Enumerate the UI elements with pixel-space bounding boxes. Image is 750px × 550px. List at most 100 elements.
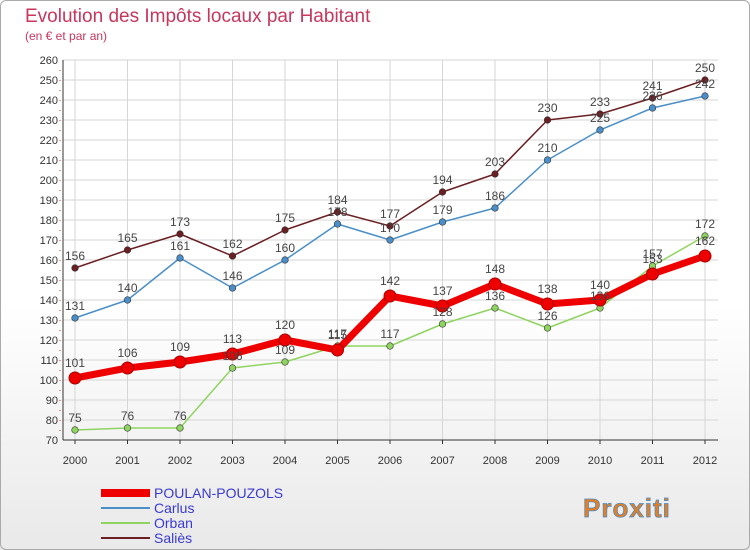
data-point [541, 297, 554, 311]
data-label: 236 [642, 89, 662, 103]
y-tick-label: 180 [40, 215, 58, 227]
data-label: 109 [275, 343, 295, 357]
data-point [701, 232, 709, 240]
y-tick-label: 80 [46, 415, 58, 427]
data-point [698, 249, 712, 263]
data-point [123, 424, 132, 432]
data-label: 173 [170, 215, 190, 229]
data-point [71, 314, 79, 322]
data-label: 153 [642, 252, 662, 266]
data-point [438, 188, 447, 196]
data-label: 233 [590, 95, 610, 109]
y-tick-label: 260 [40, 55, 58, 67]
legend-label: Saliès [154, 530, 192, 546]
data-point [596, 110, 604, 118]
data-point [226, 347, 239, 361]
x-tick-label: 2000 [63, 455, 87, 467]
data-label: 138 [537, 282, 557, 296]
y-tick-label: 130 [40, 315, 58, 327]
data-point [123, 246, 132, 254]
data-point [281, 256, 289, 264]
y-tick-label: 190 [40, 195, 58, 207]
data-point [543, 324, 552, 332]
legend-label: POULAN-POUZOLS [154, 485, 283, 501]
data-point [333, 220, 342, 228]
data-point [386, 222, 394, 230]
x-tick-label: 2005 [325, 455, 349, 467]
data-point [281, 226, 289, 234]
data-point [438, 218, 447, 226]
data-point [383, 289, 397, 303]
data-label: 170 [380, 221, 400, 235]
data-point [123, 296, 132, 304]
x-tick-label: 2007 [430, 455, 454, 467]
y-tick-label: 210 [40, 155, 58, 167]
data-label: 250 [695, 61, 715, 75]
y-tick-label: 220 [40, 135, 58, 147]
data-label: 117 [380, 327, 399, 341]
data-label: 75 [68, 411, 82, 425]
data-point [176, 254, 184, 262]
data-label: 203 [485, 155, 505, 169]
chart-title: Evolution des Impôts locaux par Habitant [25, 6, 371, 27]
data-point [701, 76, 709, 84]
data-point [438, 320, 447, 328]
data-label: 117 [328, 327, 347, 341]
y-tick-label: 250 [40, 75, 58, 87]
y-tick-label: 90 [46, 395, 58, 407]
x-tick-label: 2004 [273, 455, 297, 467]
data-label: 184 [327, 193, 347, 207]
y-tick-label: 240 [40, 95, 58, 107]
data-label: 106 [222, 349, 242, 363]
y-tick-label: 110 [40, 355, 58, 367]
chart-subtitle: (en € et par an) [25, 29, 107, 43]
data-label: 178 [327, 205, 347, 219]
y-tick-label: 170 [40, 235, 58, 247]
data-label: 177 [380, 207, 400, 221]
x-tick-label: 2012 [693, 455, 717, 467]
axes: 7080901001101201301401501601701801902002… [40, 55, 718, 467]
y-tick-label: 150 [40, 275, 58, 287]
data-label: 120 [275, 318, 295, 332]
data-label: 115 [328, 328, 347, 342]
data-label: 113 [223, 332, 242, 346]
x-tick-label: 2011 [641, 455, 665, 467]
data-label: 179 [432, 203, 452, 217]
data-point [278, 333, 292, 347]
x-tick-label: 2010 [588, 455, 612, 467]
data-point [173, 355, 187, 369]
data-point [491, 170, 499, 178]
x-tick-label: 2001 [115, 455, 139, 467]
x-tick-label: 2006 [378, 455, 402, 467]
data-point [228, 252, 237, 260]
data-label: 186 [485, 189, 505, 203]
data-point [386, 236, 394, 244]
data-label: 160 [275, 241, 295, 255]
data-label: 76 [173, 409, 187, 423]
y-tick-label: 120 [40, 335, 58, 347]
data-label: 128 [432, 305, 452, 319]
data-label: 136 [485, 289, 505, 303]
data-label: 137 [432, 284, 452, 298]
data-point [331, 343, 344, 357]
series [68, 76, 712, 434]
data-point [436, 299, 449, 313]
data-label: 101 [65, 356, 85, 370]
data-label: 161 [170, 239, 190, 253]
y-tick-label: 160 [40, 255, 58, 267]
legend-label: Carlus [154, 500, 194, 516]
data-point [491, 204, 499, 212]
data-point [121, 361, 134, 375]
data-point [71, 426, 79, 434]
data-label: 225 [590, 111, 610, 125]
data-label: 172 [695, 217, 715, 231]
y-tick-label: 140 [40, 295, 58, 307]
x-tick-label: 2002 [168, 455, 192, 467]
x-tick-label: 2008 [483, 455, 507, 467]
data-point [176, 230, 184, 238]
data-point [228, 284, 237, 292]
data-point [648, 104, 657, 112]
data-label: 142 [380, 274, 400, 288]
data-point [386, 342, 394, 350]
